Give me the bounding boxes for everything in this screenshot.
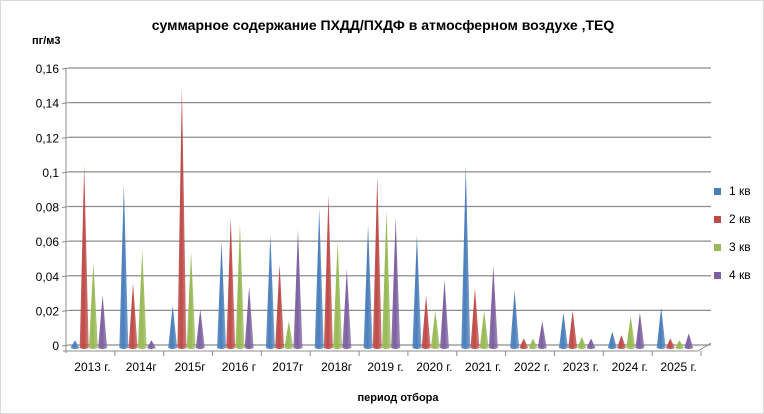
bar-cone-3-кв	[381, 210, 391, 349]
legend-label: 2 кв	[729, 212, 751, 226]
bar-cone-2-кв	[665, 338, 675, 349]
bar-cone-1-кв	[168, 305, 178, 349]
x-tick-label: 2019 г.	[367, 360, 403, 374]
legend-swatch	[714, 243, 721, 251]
legend-swatch	[714, 187, 721, 195]
bar-cone-4-кв	[586, 338, 596, 349]
bar-cone-3-кв	[235, 224, 245, 349]
x-tick-label: 2015г	[175, 360, 207, 374]
y-tick-label: 0,1	[42, 166, 59, 180]
bar-cone-1-кв	[461, 165, 471, 349]
bar-cone-3-кв	[577, 336, 587, 349]
bar-cone-2-кв	[128, 283, 138, 349]
x-tick-label: 2013 г.	[74, 360, 110, 374]
bar-cone-4-кв	[488, 265, 498, 349]
bar-cone-4-кв	[293, 229, 303, 349]
x-tick-label: 2016 г	[222, 360, 257, 374]
y-tick-label: 0,16	[36, 62, 60, 76]
bar-cone-1-кв	[70, 340, 80, 349]
bar-cone-3-кв	[528, 338, 538, 349]
legend: 1 кв 2 кв 3 кв 4 кв	[714, 177, 751, 289]
legend-item: 2 кв	[714, 205, 751, 233]
bar-cone-2-кв	[275, 264, 285, 349]
chart-title: суммарное содержание ПХДД/ПХДФ в атмосфе…	[151, 17, 615, 33]
x-axis-label: период отбора	[357, 392, 439, 404]
y-tick-label: 0,02	[36, 304, 60, 318]
bar-cone-1-кв	[607, 331, 617, 349]
y-tick-label: 0,04	[36, 270, 60, 284]
bar-cone-1-кв	[119, 184, 129, 349]
bar-cone-1-кв	[217, 241, 227, 349]
bar-cone-2-кв	[617, 335, 627, 349]
bar-cone-3-кв	[284, 321, 294, 349]
bar-cone-2-кв	[323, 194, 333, 349]
bar-cone-1-кв	[412, 234, 422, 349]
bar-cone-1-кв	[558, 312, 568, 349]
bar-cone-2-кв	[372, 175, 382, 349]
bar-cone-3-кв	[333, 241, 343, 349]
x-tick-label: 2014г	[126, 360, 158, 374]
bar-cone-4-кв	[684, 333, 694, 349]
bar-cone-4-кв	[440, 279, 450, 349]
y-tick-label: 0	[52, 339, 59, 353]
legend-item: 4 кв	[714, 261, 751, 289]
bar-cone-3-кв	[186, 251, 196, 349]
legend-item: 1 кв	[714, 177, 751, 205]
x-tick-label: 2025 г.	[660, 360, 696, 374]
bar-cone-4-кв	[342, 269, 352, 349]
legend-item: 3 кв	[714, 233, 751, 261]
bar-cone-3-кв	[479, 310, 489, 349]
bar-cone-2-кв	[519, 338, 529, 349]
y-axis-label: пг/м3	[32, 35, 61, 47]
x-tick-label: 2020 г.	[416, 360, 452, 374]
bar-cone-2-кв	[568, 310, 578, 349]
y-tick-label: 0,12	[36, 131, 60, 145]
bar-cone-3-кв	[88, 262, 98, 349]
bar-cone-3-кв	[626, 316, 636, 349]
x-tick-label: 2022 г.	[514, 360, 550, 374]
bar-cone-2-кв	[421, 295, 431, 349]
bar-cone-1-кв	[510, 290, 520, 349]
legend-swatch	[714, 271, 721, 279]
bar-cone-4-кв	[244, 286, 254, 349]
bar-cone-3-кв	[137, 250, 147, 349]
bar-cone-2-кв	[470, 288, 480, 349]
y-tick-label: 0,06	[36, 235, 60, 249]
legend-swatch	[714, 215, 721, 223]
bar-cone-3-кв	[675, 340, 685, 349]
y-tick-label: 0,08	[36, 201, 60, 215]
bar-cone-1-кв	[363, 224, 373, 349]
bar-cone-1-кв	[314, 208, 324, 349]
bar-cone-4-кв	[146, 340, 156, 349]
bar-cone-2-кв	[177, 87, 187, 349]
bar-cone-4-кв	[195, 309, 205, 349]
legend-label: 4 кв	[729, 268, 751, 282]
bar-cone-4-кв	[635, 312, 645, 349]
bar-cone-3-кв	[430, 310, 440, 349]
bar-cone-1-кв	[265, 234, 275, 349]
y-tick-label: 0,14	[36, 97, 60, 111]
bar-cone-4-кв	[98, 295, 108, 349]
x-axis	[63, 342, 712, 352]
x-tick-label: 2023 г.	[563, 360, 599, 374]
bar-cone-4-кв	[391, 217, 401, 349]
bar-cone-1-кв	[656, 307, 666, 349]
bar-cone-2-кв	[79, 165, 89, 349]
x-tick-label: 2021 г.	[465, 360, 501, 374]
legend-label: 3 кв	[729, 240, 751, 254]
bar-cone-4-кв	[537, 321, 547, 349]
x-tick-label: 2018г	[321, 360, 353, 374]
x-tick-label: 2024 г.	[612, 360, 648, 374]
x-tick-label: 2017г	[272, 360, 304, 374]
bar-cone-2-кв	[226, 217, 236, 349]
legend-label: 1 кв	[729, 184, 751, 198]
